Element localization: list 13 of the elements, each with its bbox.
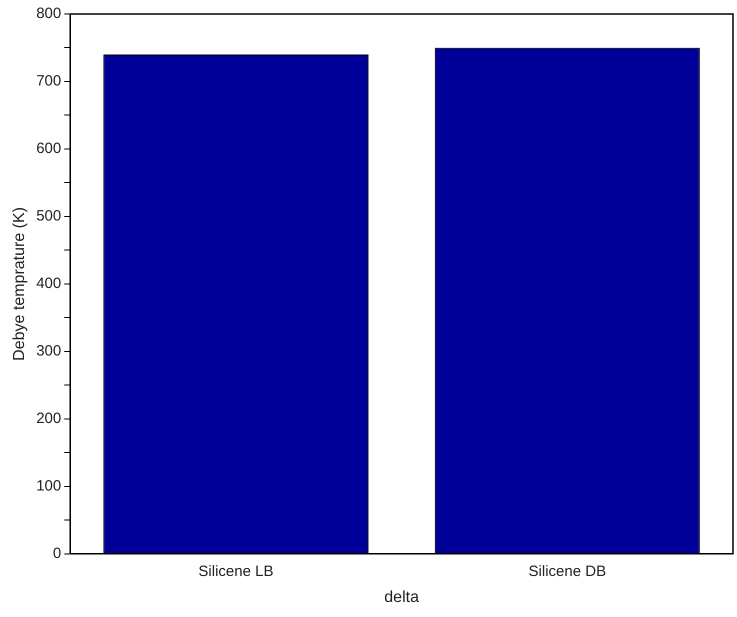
y-tick-label: 600 [36, 140, 62, 158]
x-tick-label: Silicene DB [528, 562, 606, 580]
y-tick-label: 800 [36, 5, 62, 22]
y-tick-label: 0 [52, 544, 62, 562]
y-tick-label: 500 [36, 208, 62, 225]
y-tick-label: 400 [36, 275, 62, 292]
x-axis-title: delta [384, 588, 420, 606]
x-tick-label: Silicene LB [198, 562, 274, 580]
y-tick-label: 100 [36, 477, 62, 494]
y-tick-label: 700 [36, 72, 62, 90]
y-tick-label: 200 [36, 410, 62, 427]
y-tick-label: 300 [36, 342, 62, 360]
y-axis-title: Debye temprature (K) [11, 206, 28, 361]
